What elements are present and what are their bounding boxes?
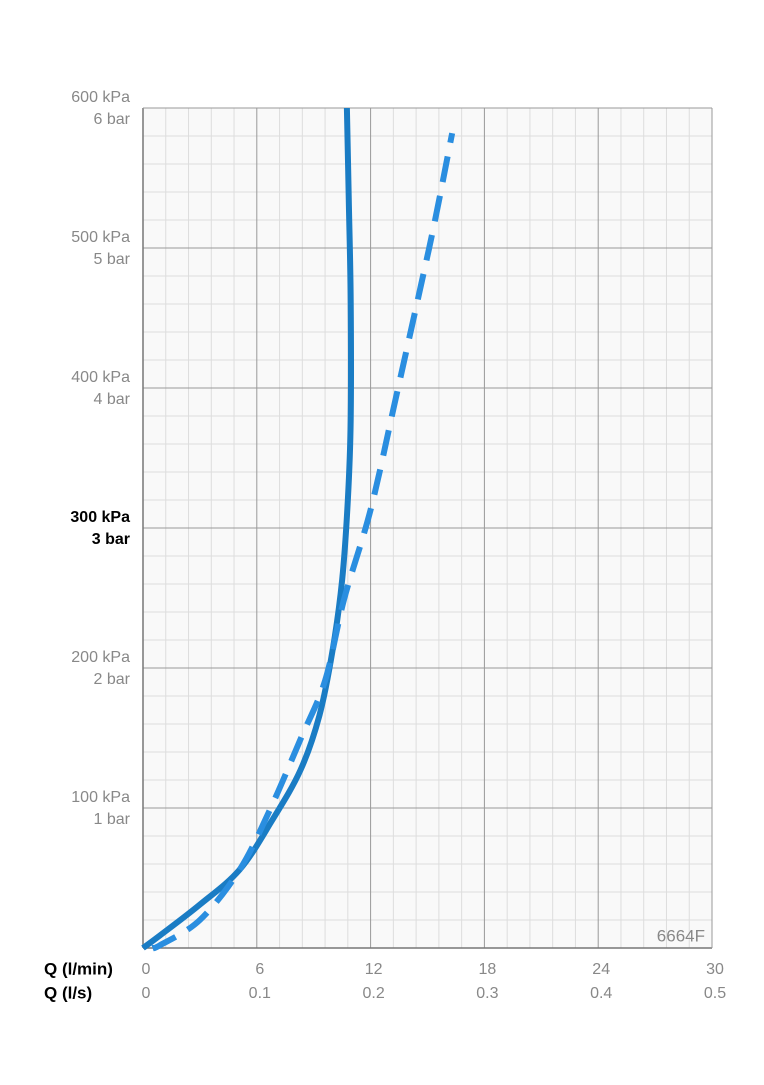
y-tick-label: 300 kPa xyxy=(70,509,130,526)
x2-tick-label: 0.1 xyxy=(249,985,271,1002)
x-tick-label: 24 xyxy=(592,961,610,978)
y2-tick-label: 1 bar xyxy=(94,811,131,828)
x-axis-label: Q (l/min) xyxy=(44,959,113,978)
y2-tick-label: 5 bar xyxy=(94,251,131,268)
annotation: 6664F xyxy=(657,926,705,945)
y2-tick-label: 4 bar xyxy=(94,391,131,408)
x-tick-label: 12 xyxy=(365,961,383,978)
x2-tick-label: 0.3 xyxy=(476,985,498,1002)
x2-tick-label: 0.2 xyxy=(362,985,384,1002)
y2-tick-label: 6 bar xyxy=(94,111,131,128)
x-tick-label: 6 xyxy=(255,961,264,978)
x2-axis-label: Q (l/s) xyxy=(44,983,92,1002)
y-tick-label: 100 kPa xyxy=(71,789,130,806)
y-tick-label: 400 kPa xyxy=(71,369,130,386)
x-tick-label: 0 xyxy=(142,961,151,978)
x2-tick-label: 0.5 xyxy=(704,985,726,1002)
x2-tick-label: 0 xyxy=(142,985,151,1002)
x-tick-label: 30 xyxy=(706,961,724,978)
series-line xyxy=(151,132,456,952)
x-tick-label: 18 xyxy=(479,961,497,978)
y-tick-label: 600 kPa xyxy=(71,89,130,106)
series-line xyxy=(141,107,354,951)
y2-tick-label: 2 bar xyxy=(94,671,131,688)
y2-tick-label: 3 bar xyxy=(92,531,130,548)
y-tick-label: 500 kPa xyxy=(71,229,130,246)
y-tick-label: 200 kPa xyxy=(71,649,130,666)
x2-tick-label: 0.4 xyxy=(590,985,612,1002)
